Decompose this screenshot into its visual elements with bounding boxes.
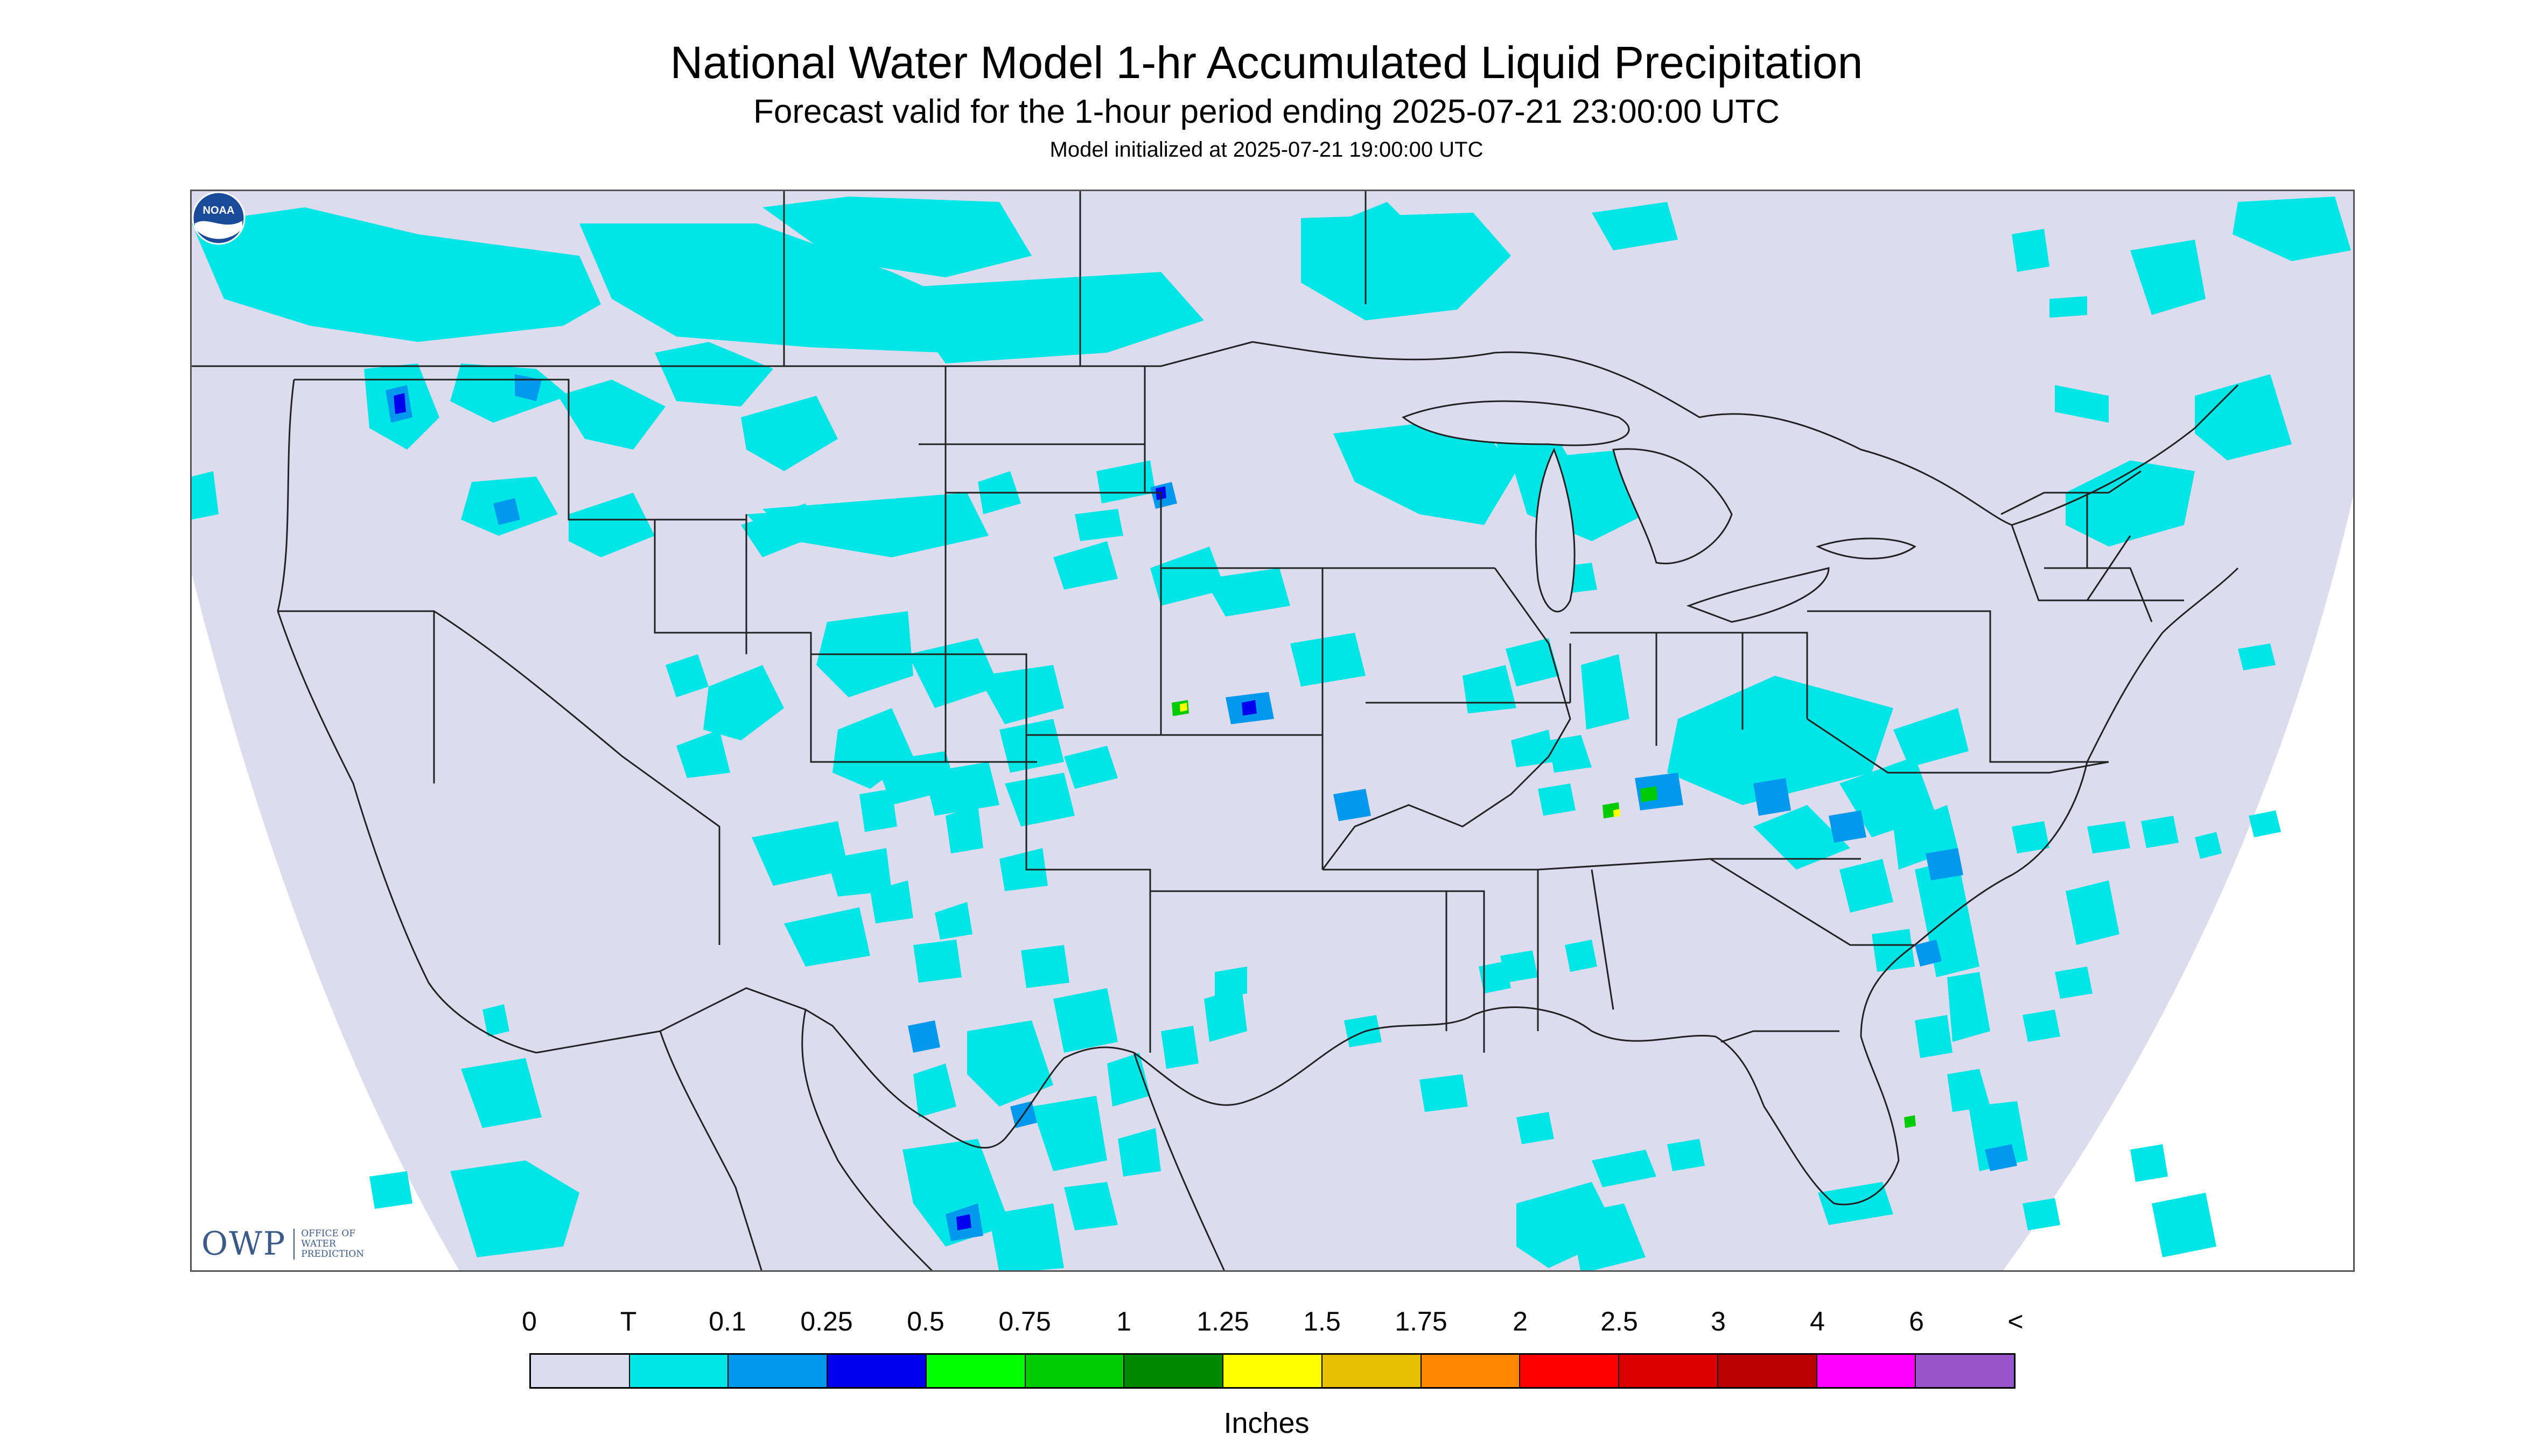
model-domain xyxy=(192,191,2353,1270)
legend-swatch xyxy=(1124,1355,1224,1387)
legend-tick-label: < xyxy=(2007,1306,2024,1336)
precip-color-legend xyxy=(529,1353,2016,1389)
legend-tick-label: 1 xyxy=(1116,1306,1131,1336)
legend-swatch xyxy=(828,1355,927,1387)
legend-tick-label: 3 xyxy=(1711,1306,1726,1336)
legend-swatch xyxy=(1025,1355,1125,1387)
precip-intense-cores xyxy=(1180,703,1620,817)
legend-swatch xyxy=(1619,1355,1718,1387)
owp-logo-text: OFFICE OF WATER PREDICTION xyxy=(293,1228,366,1259)
great-lakes xyxy=(1402,400,1916,623)
legend-tick-label: 4 xyxy=(1810,1306,1825,1336)
map-title: National Water Model 1-hr Accumulated Li… xyxy=(670,37,1863,88)
geographic-boundaries xyxy=(192,191,2239,1270)
legend-swatch xyxy=(1718,1355,1817,1387)
legend-swatch xyxy=(629,1355,729,1387)
legend-tick-label: 0.5 xyxy=(907,1306,944,1336)
legend-tick-label: 2 xyxy=(1513,1306,1528,1336)
legend-swatch xyxy=(1223,1355,1323,1387)
legend-tick-label: 6 xyxy=(1909,1306,1924,1336)
noaa-logo: NOAA xyxy=(192,191,246,245)
legend-tick-label: 0.1 xyxy=(709,1306,746,1336)
legend-tick-label: 0 xyxy=(522,1306,537,1336)
legend-swatch xyxy=(1421,1355,1521,1387)
legend-swatch xyxy=(531,1355,630,1387)
legend-swatch xyxy=(1322,1355,1422,1387)
owp-logo-mark: OWP xyxy=(201,1225,286,1263)
legend-tick-label: 1.25 xyxy=(1196,1306,1249,1336)
legend-swatch xyxy=(1916,1355,2014,1387)
precip-heavier-cores xyxy=(386,374,2017,1241)
legend-tick-label: 1.5 xyxy=(1303,1306,1341,1336)
legend-units-label: Inches xyxy=(1223,1407,1310,1439)
legend-tick-labels: 0 T 0.1 0.25 0.5 0.75 1 1.25 1.5 1.75 2 2.5 3 4 6 < xyxy=(0,1306,2533,1343)
legend-tick-label: 0.25 xyxy=(800,1306,853,1336)
legend-tick-label: T xyxy=(620,1306,637,1336)
legend-swatch xyxy=(1817,1355,1916,1387)
legend-swatch xyxy=(926,1355,1026,1387)
legend-tick-label: 2.5 xyxy=(1600,1306,1638,1336)
map-canvas xyxy=(192,191,2353,1270)
model-init-line: Model initialized at 2025-07-21 19:00:00… xyxy=(1049,138,1484,162)
legend-tick-label: 1.75 xyxy=(1395,1306,1447,1336)
precipitation-map: OWP OFFICE OF WATER PREDICTION NOAA xyxy=(190,190,2355,1272)
legend-tick-label: 0.75 xyxy=(998,1306,1051,1336)
owp-logo: OWP OFFICE OF WATER PREDICTION xyxy=(201,1225,366,1263)
map-subtitle: Forecast valid for the 1-hour period end… xyxy=(753,93,1780,130)
legend-swatch xyxy=(729,1355,828,1387)
legend-swatch xyxy=(1520,1355,1620,1387)
noaa-logo-text: NOAA xyxy=(203,205,235,216)
